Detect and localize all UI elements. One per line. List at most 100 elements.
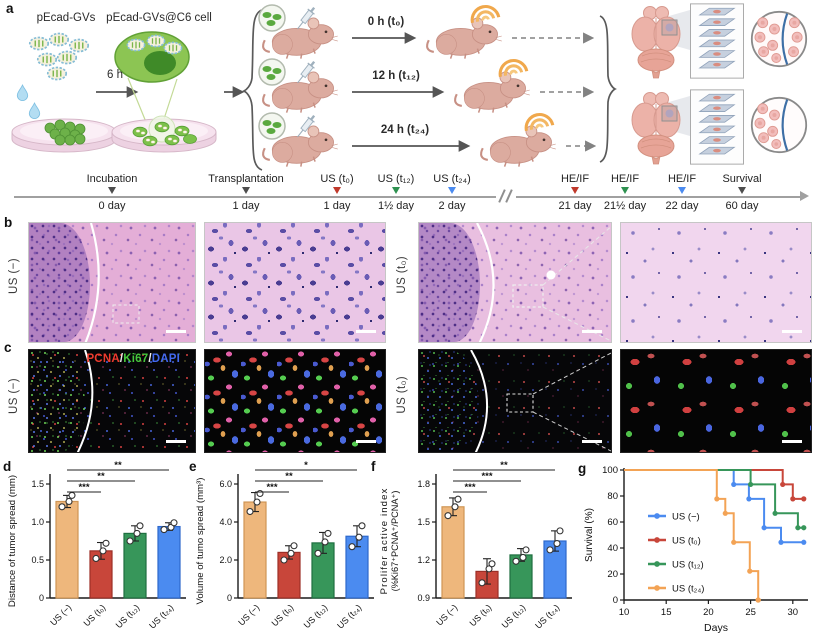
down-arrow-icon: [621, 187, 629, 194]
svg-text:US (−): US (−): [48, 602, 73, 627]
timeline-event-us-t0: US (t₀) 1 day: [320, 173, 354, 212]
panel-d-label: d: [3, 459, 12, 474]
left-brace: [242, 9, 263, 171]
scale-bar: [582, 440, 602, 443]
svg-text:US (t₂₄): US (t₂₄): [672, 583, 704, 594]
svg-text:***: ***: [464, 482, 475, 493]
svg-text:Days: Days: [704, 622, 728, 634]
he-image-ust0-high: [620, 222, 812, 343]
svg-text:1.5: 1.5: [31, 479, 44, 489]
chart-distance-of-tumor-spread: 0 0.5 1.0 1.5 US (−) US (t₀) US (t₁₂) US (t₂₄) *…: [4, 458, 190, 644]
timeline-event-heif-3: HE/IF 22 day: [665, 173, 699, 212]
if-image-ust0-low: [418, 349, 612, 453]
svg-text:US (t₀): US (t₀): [672, 535, 701, 546]
svg-text:US (t₁₂): US (t₁₂): [302, 602, 330, 630]
timeline-event-incubation: Incubation 0 day: [86, 173, 138, 212]
svg-text:40: 40: [607, 543, 618, 554]
tumor-region: [29, 350, 86, 452]
svg-text:20: 20: [703, 607, 714, 618]
group-label-us-neg: US (−): [8, 258, 20, 294]
ultrasound-mice: [426, 2, 557, 168]
svg-text:2.0: 2.0: [219, 555, 232, 565]
svg-text:30: 30: [788, 607, 799, 618]
scale-bar: [166, 330, 186, 333]
down-arrow-icon: [333, 187, 341, 194]
petri-dish-cells: [11, 118, 117, 153]
chart-survival-curve: 0 20 40 60 80 100 10 15 20 25 30 Days Survival (%) US…: [580, 458, 816, 644]
svg-text:US (t₂₄): US (t₂₄): [533, 602, 561, 630]
svg-text:US (t₀): US (t₀): [270, 602, 296, 628]
svg-text:***: ***: [78, 482, 89, 493]
svg-text:60: 60: [607, 517, 618, 528]
svg-text:US (−): US (−): [672, 511, 700, 522]
svg-text:***: ***: [481, 471, 492, 482]
svg-text:80: 80: [607, 491, 618, 502]
scale-bar: [356, 440, 376, 443]
svg-text:US (t₁₂): US (t₁₂): [500, 602, 528, 630]
svg-text:US (t₂₄): US (t₂₄): [147, 602, 175, 630]
down-arrow-icon: [242, 187, 250, 194]
group-label-us-neg: US (−): [8, 378, 20, 414]
scale-bar: [782, 330, 802, 333]
slide-stack-icon: [690, 3, 744, 79]
svg-text:0: 0: [39, 593, 44, 603]
svg-text:25: 25: [745, 607, 756, 618]
svg-text:US (t₂₄): US (t₂₄): [335, 602, 363, 630]
histology-inset-icon: [750, 96, 808, 154]
injection-mice: [258, 4, 339, 168]
droplet-icon: [28, 102, 41, 119]
scale-bar: [166, 440, 186, 443]
tumor-region: [419, 223, 481, 342]
magnifier-cells-icon: [258, 4, 286, 140]
magnification-lines: [127, 77, 178, 123]
scale-bar: [356, 330, 376, 333]
svg-text:6.0: 6.0: [219, 479, 232, 489]
svg-text:Volume of tumo spread (mm³): Volume of tumo spread (mm³): [195, 478, 206, 605]
gv-label: pEcad-GVs: [36, 12, 96, 24]
timeline-event-transplantation: Transplantation 1 day: [208, 173, 284, 212]
svg-text:4.0: 4.0: [219, 517, 232, 527]
panel-a-label: a: [6, 1, 14, 16]
droplet-icon: [16, 84, 29, 101]
dashed-arrows: [512, 32, 597, 152]
panel-b-label: b: [4, 215, 13, 230]
if-image-usneg-low: PCNA/Ki67/DAPI: [28, 349, 196, 453]
down-arrow-icon: [108, 187, 116, 194]
gv-cell-label: pEcad-GVs@C6 cell: [106, 12, 212, 24]
group-label-us-t0: US (t₀): [396, 376, 408, 414]
svg-text:US (t₀): US (t₀): [82, 602, 108, 628]
he-image-usneg-low: [28, 222, 196, 343]
timeline-event-us-t24: US (t₂₄) 2 day: [433, 173, 471, 212]
svg-text:**: **: [114, 460, 122, 471]
timeline-axis: [14, 191, 809, 201]
down-arrow-icon: [392, 187, 400, 194]
down-arrow-icon: [678, 187, 686, 194]
svg-text:100: 100: [602, 465, 618, 476]
chart-proliferation-index: 0.9 1.2 1.5 1.8 US (−) US (t₀) US (t₁₂) US (t₂₄…: [378, 458, 578, 644]
stain-label: PCNA/Ki67/DAPI: [86, 353, 181, 365]
tissue-boundary-overlay: [76, 350, 94, 452]
if-image-usneg-high: [204, 349, 386, 453]
svg-text:1.0: 1.0: [31, 517, 44, 527]
svg-text:US (t₁₂): US (t₁₂): [672, 559, 704, 570]
petri-dish-gv-cells: [111, 115, 217, 153]
panel-c-label: c: [4, 340, 12, 355]
down-arrow-icon: [448, 187, 456, 194]
svg-text:Prolifer active index: Prolifer active index: [379, 488, 390, 595]
tissue-boundary-overlay: [470, 350, 611, 452]
tumor-region: [29, 223, 91, 342]
timeline-event-survival: Survival 60 day: [722, 173, 762, 212]
incubation-time-label: 6 h: [107, 69, 123, 81]
panel-f-label: f: [371, 459, 376, 474]
svg-text:US (t₀): US (t₀): [468, 602, 494, 628]
timeline-event-us-t12: US (t₁₂) 1½ day: [377, 173, 415, 212]
group-label-us-t0: US (t₀): [396, 256, 408, 294]
svg-text:1.2: 1.2: [417, 555, 430, 565]
svg-text:1.8: 1.8: [417, 479, 430, 489]
svg-text:**: **: [500, 460, 508, 471]
timeline: Incubation 0 day Transplantation 1 day US …: [0, 172, 816, 215]
svg-text:10: 10: [619, 607, 630, 618]
svg-text:US (t₁₂): US (t₁₂): [114, 602, 142, 630]
svg-text:Survival (%): Survival (%): [584, 508, 595, 562]
